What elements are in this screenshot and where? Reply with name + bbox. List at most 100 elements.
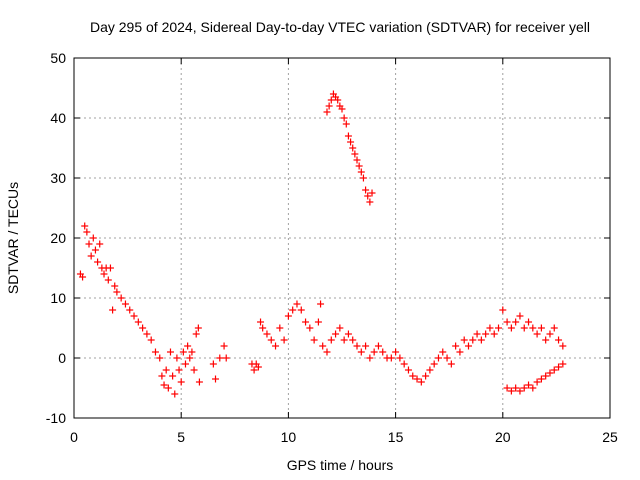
data-point — [477, 336, 485, 344]
y-tick-label: -10 — [46, 410, 66, 426]
data-point — [490, 330, 498, 338]
data-point — [413, 375, 421, 383]
data-point — [362, 186, 370, 194]
data-point — [430, 360, 438, 368]
data-point — [525, 318, 533, 326]
data-point — [158, 372, 166, 380]
data-point — [379, 348, 387, 356]
data-point — [216, 354, 224, 362]
data-point — [349, 144, 357, 152]
x-tick-label: 0 — [70, 429, 78, 445]
data-point — [179, 348, 187, 356]
x-tick-label: 15 — [388, 429, 404, 445]
data-point — [104, 276, 112, 284]
data-point — [327, 96, 335, 104]
data-point — [529, 384, 537, 392]
data-point — [340, 336, 348, 344]
data-point — [533, 330, 541, 338]
data-point — [89, 234, 97, 242]
data-point — [139, 324, 147, 332]
data-point — [362, 342, 370, 350]
ticks — [73, 57, 611, 419]
data-point — [546, 330, 554, 338]
data-point — [357, 168, 365, 176]
data-point — [559, 342, 567, 350]
data-point — [533, 378, 541, 386]
data-point — [520, 384, 528, 392]
data-point — [272, 342, 280, 350]
y-tick-label: 50 — [50, 50, 66, 66]
data-point — [366, 198, 374, 206]
data-point — [434, 354, 442, 362]
data-point — [212, 375, 220, 383]
data-point — [353, 342, 361, 350]
data-point — [417, 378, 425, 386]
data-point — [293, 300, 301, 308]
data-point — [267, 336, 275, 344]
data-point — [499, 306, 507, 314]
data-point — [404, 366, 412, 374]
data-point — [537, 375, 545, 383]
data-point — [486, 324, 494, 332]
data-point — [263, 330, 271, 338]
data-point — [323, 348, 331, 356]
data-point — [164, 384, 172, 392]
data-point — [344, 330, 352, 338]
x-tick-label: 10 — [281, 429, 297, 445]
data-point — [254, 363, 262, 371]
data-point — [134, 318, 142, 326]
data-point — [276, 324, 284, 332]
data-point — [537, 324, 545, 332]
data-point — [323, 108, 331, 116]
data-point — [456, 348, 464, 356]
y-tick-label: 0 — [58, 350, 66, 366]
data-point — [106, 264, 114, 272]
x-tick-labels: 0 5 10 15 20 25 — [70, 429, 618, 445]
data-point — [469, 336, 477, 344]
data-point — [209, 360, 217, 368]
data-point — [464, 342, 472, 350]
data-point — [317, 300, 325, 308]
data-point — [257, 318, 265, 326]
data-point — [85, 240, 93, 248]
data-point — [529, 324, 537, 332]
data-point — [319, 342, 327, 350]
data-point — [169, 372, 177, 380]
data-point — [306, 324, 314, 332]
data-point — [314, 318, 322, 326]
data-point — [349, 336, 357, 344]
data-point — [302, 318, 310, 326]
data-point — [473, 330, 481, 338]
data-point — [184, 342, 192, 350]
data-point — [392, 348, 400, 356]
data-point — [280, 336, 288, 344]
data-point — [555, 363, 563, 371]
data-point — [542, 372, 550, 380]
data-point — [368, 189, 376, 197]
data-point — [250, 366, 258, 374]
data-point — [340, 114, 348, 122]
data-point — [355, 162, 363, 170]
data-point — [284, 312, 292, 320]
data-point — [460, 336, 468, 344]
y-tick-label: 40 — [50, 110, 66, 126]
data-point — [512, 318, 520, 326]
data-point — [357, 348, 365, 356]
y-tick-label: 20 — [50, 230, 66, 246]
data-point — [546, 369, 554, 377]
data-point — [516, 387, 524, 395]
data-point — [87, 252, 95, 260]
data-point — [126, 306, 134, 314]
data-point — [325, 102, 333, 110]
data-point — [220, 342, 228, 350]
data-point — [190, 366, 198, 374]
data-point — [181, 360, 189, 368]
data-point — [91, 246, 99, 254]
data-point — [289, 306, 297, 314]
data-point — [160, 381, 168, 389]
data-point — [83, 228, 91, 236]
data-point — [422, 372, 430, 380]
data-point — [195, 378, 203, 386]
data-point — [555, 336, 563, 344]
